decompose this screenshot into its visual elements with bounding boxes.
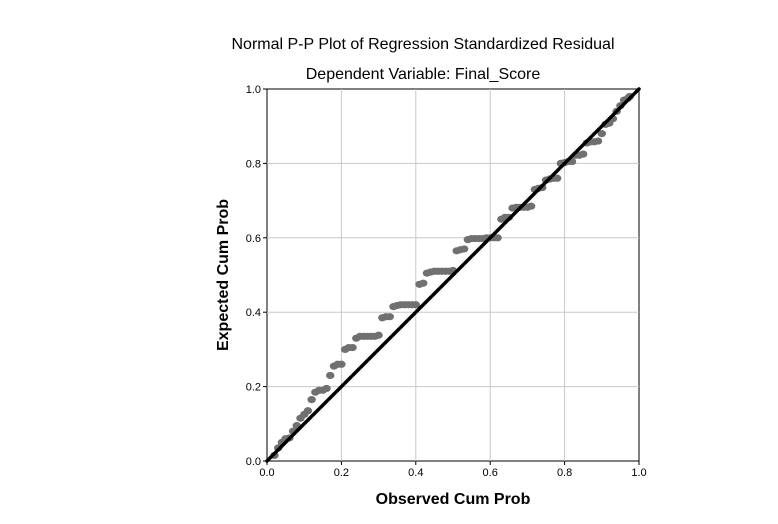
y-tick-label: 0.6 [246, 233, 261, 245]
data-point [385, 313, 394, 321]
y-tick-label: 1.0 [246, 84, 261, 96]
data-point [337, 360, 346, 368]
x-axis-ticks: 0.0 0.2 0.4 0.6 0.8 1.0 [259, 461, 647, 479]
data-point [493, 234, 502, 242]
y-axis-label: Expected Cum Prob [215, 198, 232, 352]
data-point [579, 150, 588, 158]
x-tick-label: 1.0 [631, 467, 646, 479]
x-axis-label: Observed Cum Prob [375, 491, 531, 508]
x-tick-label: 0.6 [483, 467, 498, 479]
y-tick-label: 0.2 [246, 382, 261, 394]
data-point [459, 245, 469, 253]
data-point [374, 331, 383, 339]
chart-subtitle: Dependent Variable: Final_Score [305, 66, 541, 83]
chart-title: Normal P-P Plot of Regression Standardiz… [231, 36, 615, 53]
data-point [411, 301, 420, 309]
reference-line [265, 87, 641, 463]
x-tick-label: 0.8 [557, 467, 572, 479]
data-point [326, 371, 335, 380]
y-axis-ticks: 0.0 0.2 0.4 0.6 0.8 1.0 [246, 84, 267, 468]
data-point [593, 137, 603, 145]
data-point [552, 174, 562, 182]
data-point [419, 279, 428, 287]
y-tick-label: 0.8 [246, 158, 261, 170]
data-point [348, 343, 357, 352]
data-point [597, 130, 606, 138]
y-tick-label: 0.4 [246, 307, 261, 319]
x-tick-label: 0.4 [408, 467, 423, 479]
grid-lines [267, 89, 639, 461]
x-tick-label: 0.2 [334, 467, 349, 479]
data-point [526, 202, 536, 210]
data-point [303, 407, 313, 415]
data-point [307, 396, 316, 404]
y-tick-label: 0.0 [246, 456, 261, 468]
data-point [322, 384, 331, 393]
x-tick-label: 0.0 [259, 467, 274, 479]
